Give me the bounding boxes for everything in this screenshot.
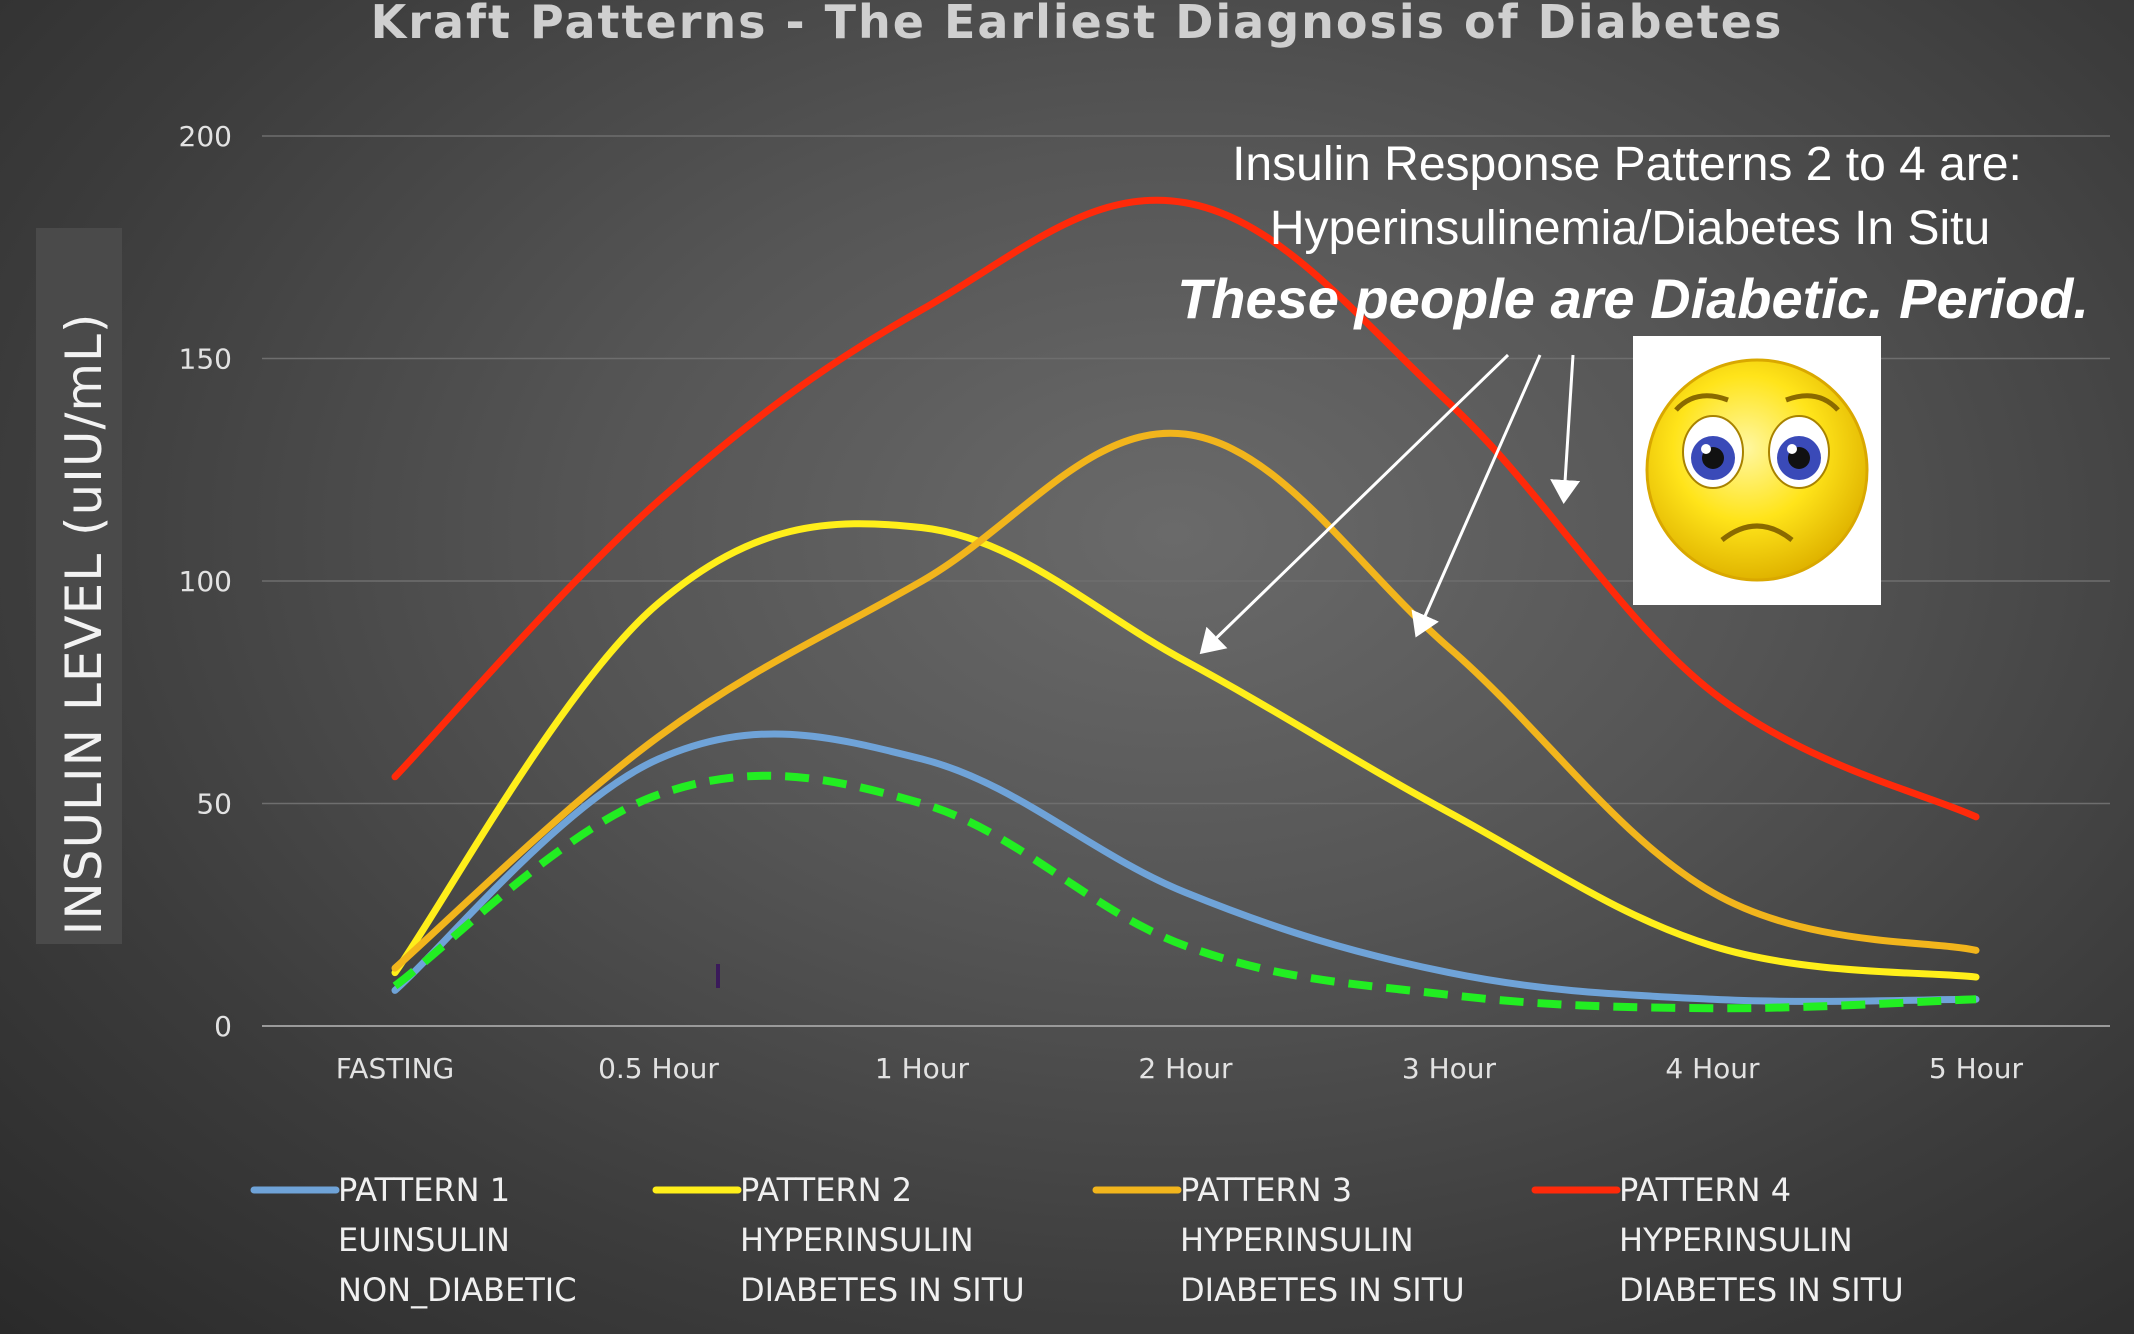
sad-face-icon (1633, 336, 1881, 605)
arrow-to-pattern-3 (1411, 354, 1542, 638)
dashed-overlay-line (392, 771, 1977, 1013)
legend-sublabel: DIABETES IN SITU (1619, 1271, 1904, 1309)
legend-label: PATTERN 4 (1619, 1171, 1791, 1209)
series-line-pattern-3 (391, 429, 1980, 972)
legend-sublabel: HYPERINSULIN (740, 1221, 974, 1259)
y-tick-label: 200 (179, 120, 232, 153)
legend-sublabel: EUINSULIN (338, 1221, 510, 1259)
x-tick-label: 1 Hour (875, 1052, 970, 1085)
legend-sublabel: HYPERINSULIN (1619, 1221, 1853, 1259)
x-tick-label: 3 Hour (1402, 1052, 1497, 1085)
y-tick-label: 50 (196, 788, 232, 821)
legend-label: PATTERN 3 (1180, 1171, 1352, 1209)
x-tick-label: 2 Hour (1138, 1052, 1233, 1085)
x-tick-label: 0.5 Hour (598, 1052, 719, 1085)
x-tick-label: 4 Hour (1665, 1052, 1760, 1085)
series-line-pattern-1 (391, 730, 1980, 1005)
legend-sublabel: NON_DIABETIC (338, 1271, 577, 1309)
x-tick-label: 5 Hour (1929, 1052, 2024, 1085)
y-axis-ticks: 0 50 100 150 200 (179, 120, 232, 1043)
x-tick-label: FASTING (336, 1052, 454, 1085)
annotation-line-1: Insulin Response Patterns 2 to 4 are: (1232, 138, 2022, 191)
y-axis-label-box (36, 228, 122, 944)
legend: PATTERN 1 EUINSULIN NON_DIABETIC PATTERN 2 H… (250, 1171, 1904, 1309)
series-line-pattern-2 (391, 520, 1980, 981)
arrow-to-pattern-2 (1199, 353, 1510, 655)
x-axis-ticks: FASTING 0.5 Hour 1 Hour 2 Hour 3 Hour 4 Hour 5… (336, 1052, 2024, 1085)
legend-label: PATTERN 1 (338, 1171, 510, 1209)
y-axis-label: INSULIN LEVEL (uIU/mL) (55, 313, 113, 936)
y-tick-label: 100 (179, 565, 232, 598)
chart-title: Kraft Patterns - The Earliest Diagnosis … (371, 0, 1784, 49)
annotation-line-2: Hyperinsulinemia/Diabetes In Situ (1270, 202, 1990, 255)
legend-sublabel: DIABETES IN SITU (1180, 1271, 1465, 1309)
y-tick-label: 0 (214, 1010, 232, 1043)
series-lines (391, 196, 1980, 1013)
legend-sublabel: HYPERINSULIN (1180, 1221, 1414, 1259)
legend-label: PATTERN 2 (740, 1171, 912, 1209)
arrow-to-pattern-4 (1550, 354, 1581, 504)
gridlines (262, 135, 2110, 1027)
cursor-mark (716, 964, 720, 988)
legend-sublabel: DIABETES IN SITU (740, 1271, 1025, 1309)
series-line-pattern-4 (391, 196, 1980, 821)
annotation-line-3: These people are Diabetic. Period. (1177, 267, 2089, 330)
y-tick-label: 150 (179, 343, 232, 376)
